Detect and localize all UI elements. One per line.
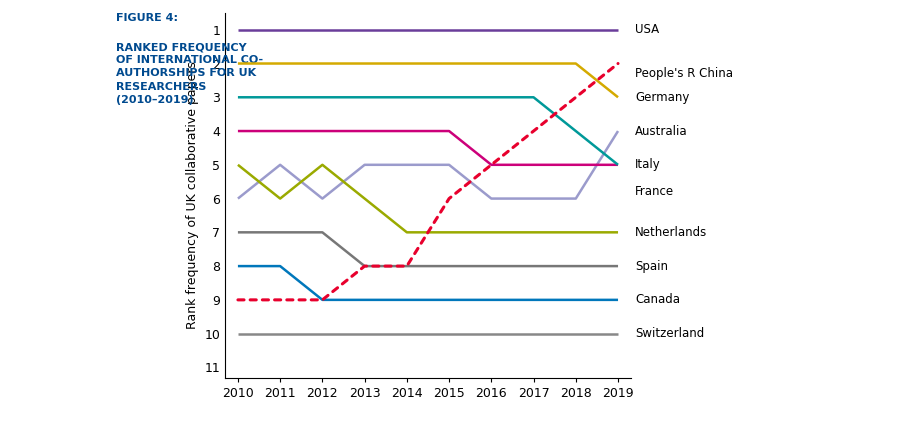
Text: Spain: Spain [635, 260, 668, 272]
Text: FIGURE 4:: FIGURE 4: [115, 13, 177, 23]
Text: Germany: Germany [635, 91, 689, 104]
Text: People's R China: People's R China [635, 67, 733, 80]
Text: USA: USA [635, 23, 659, 36]
Text: Italy: Italy [635, 158, 660, 171]
Text: RANKED FREQUENCY
OF INTERNATIONAL CO-
AUTHORSHIPS FOR UK
RESEARCHERS
(2010–2019): RANKED FREQUENCY OF INTERNATIONAL CO- AU… [115, 42, 263, 105]
Text: Australia: Australia [635, 124, 687, 138]
Text: Netherlands: Netherlands [635, 226, 707, 239]
Y-axis label: Rank frequency of UK collaborative papers: Rank frequency of UK collaborative paper… [186, 61, 199, 329]
Text: Canada: Canada [635, 293, 680, 306]
Text: Switzerland: Switzerland [635, 327, 705, 340]
Text: France: France [635, 185, 674, 198]
